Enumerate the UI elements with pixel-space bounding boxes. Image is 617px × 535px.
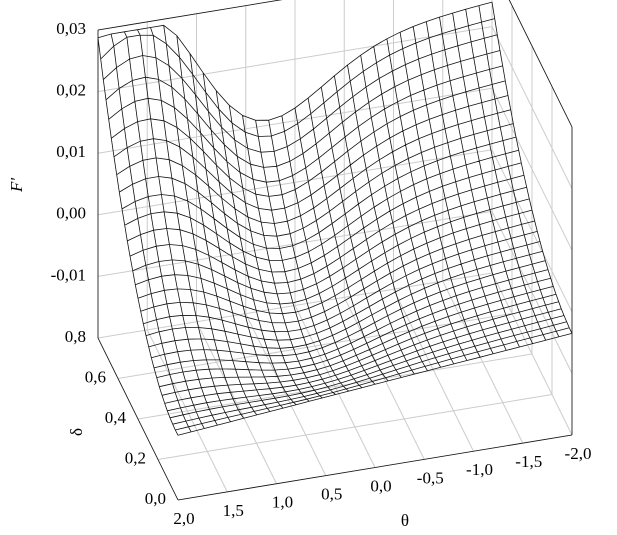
grid-line xyxy=(157,394,553,460)
z-axis-label: F' xyxy=(7,178,26,193)
x-tick-label: 0,5 xyxy=(321,485,342,504)
y-tick-label: 0,4 xyxy=(105,408,127,427)
z-tick-label: 0,01 xyxy=(56,142,86,161)
x-tick-label: -1,5 xyxy=(515,452,542,471)
x-axis-label: θ xyxy=(401,511,409,530)
x-tick-label: 0,0 xyxy=(370,476,391,495)
y-tick-label: 0,0 xyxy=(145,489,166,508)
z-tick-label: 0,00 xyxy=(56,204,86,223)
axis-line xyxy=(508,0,573,128)
grid-line xyxy=(97,272,493,339)
z-tick-label: 0,03 xyxy=(56,19,86,38)
x-tick-label: 1,0 xyxy=(272,493,293,512)
x-tick-label: -0,5 xyxy=(417,468,444,487)
z-tick-label: -0,01 xyxy=(51,265,86,284)
grid-line xyxy=(137,353,533,420)
axis-line xyxy=(97,0,283,31)
y-axis-label: δ xyxy=(67,428,86,436)
z-tick-label: 0,02 xyxy=(56,81,86,100)
x-tick-label: -1,0 xyxy=(466,460,493,479)
surface-mesh xyxy=(97,1,573,436)
y-tick-label: 0,6 xyxy=(85,367,106,386)
y-tick-label: 0,2 xyxy=(125,448,146,467)
y-tick-label: 0,8 xyxy=(65,327,86,346)
grid-line xyxy=(117,313,513,379)
x-tick-label: -2,0 xyxy=(565,444,592,463)
axis-line xyxy=(97,337,179,501)
x-tick-label: 1,5 xyxy=(223,501,244,520)
axis-line xyxy=(177,434,573,501)
x-tick-label: 2,0 xyxy=(173,509,194,528)
